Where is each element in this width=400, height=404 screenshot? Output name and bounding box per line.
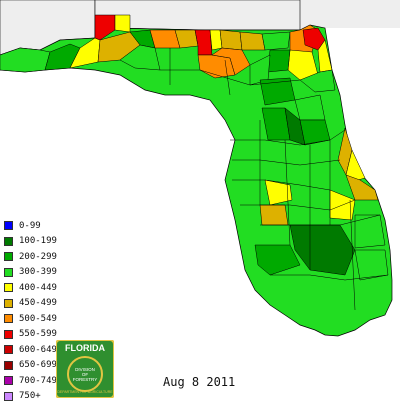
legend-label: 650-699 bbox=[19, 360, 57, 370]
legend-item: 300-399 bbox=[4, 265, 74, 281]
legend-label: 600-649 bbox=[19, 345, 57, 355]
legend-label: 550-599 bbox=[19, 329, 57, 339]
county-region bbox=[260, 205, 288, 225]
legend-swatch bbox=[4, 283, 13, 292]
county-region bbox=[115, 15, 130, 32]
legend-swatch bbox=[4, 237, 13, 246]
legend-swatch bbox=[4, 252, 13, 261]
legend-label: 450-499 bbox=[19, 298, 57, 308]
logo-center-line3: FORESTRY bbox=[73, 377, 97, 382]
legend-swatch bbox=[4, 299, 13, 308]
legend-label: 500-549 bbox=[19, 314, 57, 324]
legend-item: 0-99 bbox=[4, 218, 74, 234]
legend-swatch bbox=[4, 268, 13, 277]
county-region bbox=[262, 32, 290, 50]
legend-label: 200-299 bbox=[19, 252, 57, 262]
legend-label: 100-199 bbox=[19, 236, 57, 246]
legend-label: 400-449 bbox=[19, 283, 57, 293]
legend-label: 0-99 bbox=[19, 221, 41, 231]
legend-item: 450-499 bbox=[4, 296, 74, 312]
county-region bbox=[240, 32, 265, 50]
legend-swatch bbox=[4, 330, 13, 339]
county-region bbox=[220, 30, 242, 50]
legend-swatch bbox=[4, 314, 13, 323]
legend-item: 400-449 bbox=[4, 280, 74, 296]
legend-item: 100-199 bbox=[4, 234, 74, 250]
legend-swatch bbox=[4, 221, 13, 230]
legend-label: 300-399 bbox=[19, 267, 57, 277]
legend-swatch bbox=[4, 376, 13, 385]
logo-ring-text: DEPARTMENT OF AGRICULTURE bbox=[57, 390, 113, 394]
legend-item: 500-549 bbox=[4, 311, 74, 327]
legend-item: 200-299 bbox=[4, 249, 74, 265]
legend-label: 700-749 bbox=[19, 376, 57, 386]
florida-forestry-logo: FLORIDA DIVISION OF FORESTRY DEPARTMENT … bbox=[56, 340, 114, 398]
legend-swatch bbox=[4, 361, 13, 370]
legend-swatch bbox=[4, 345, 13, 354]
legend-swatch bbox=[4, 392, 13, 401]
logo-top-text: FLORIDA bbox=[65, 343, 105, 353]
map-date: Aug 8 2011 bbox=[163, 375, 235, 389]
county-region bbox=[268, 50, 290, 72]
